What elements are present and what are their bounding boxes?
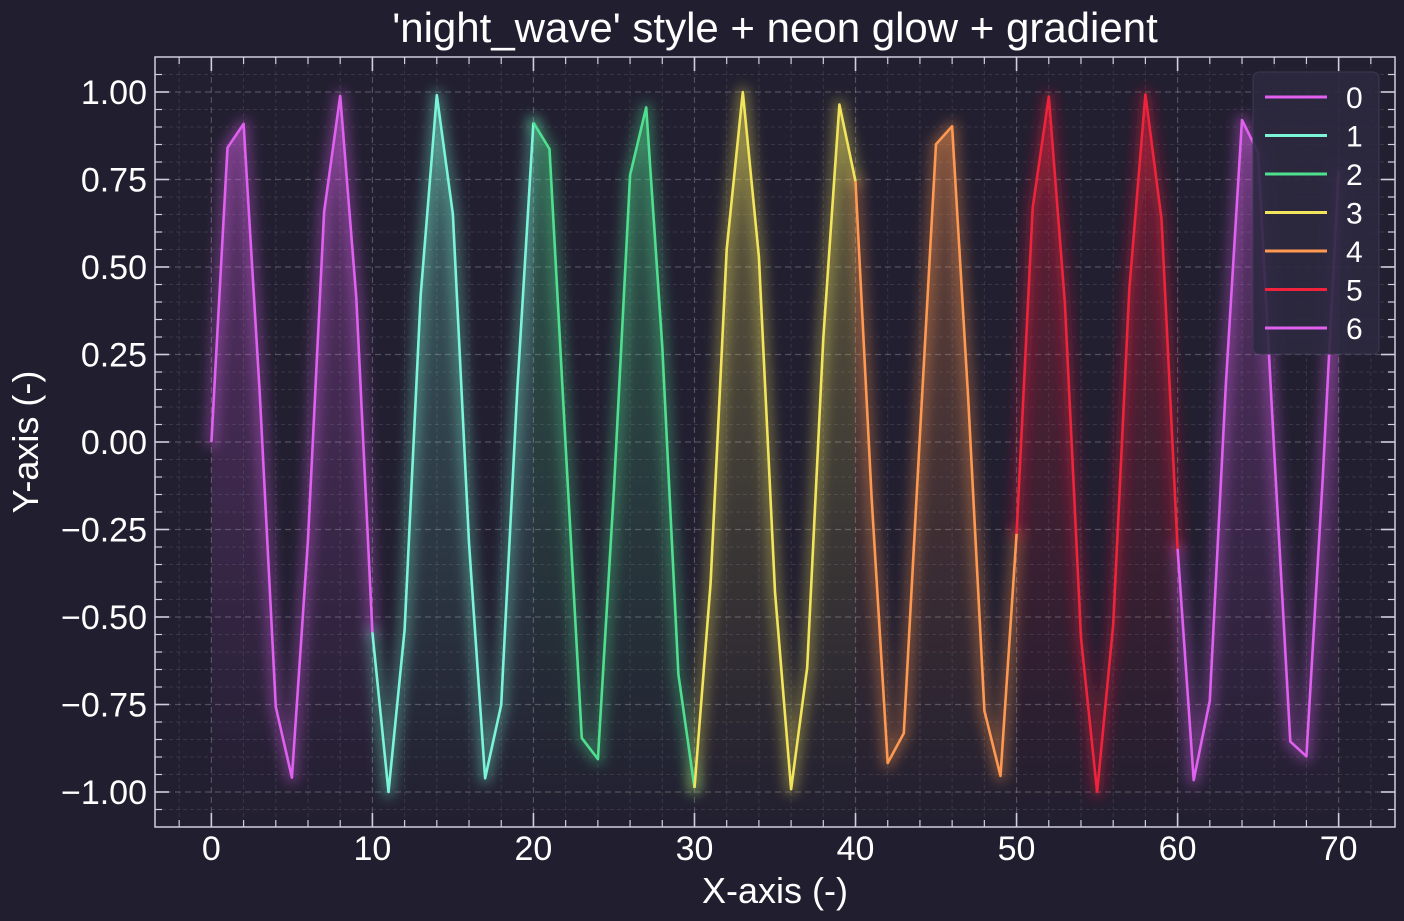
series-line-5 xyxy=(1015,93,1179,794)
y-tick-label: 1.00 xyxy=(81,74,147,112)
legend-label-3: 3 xyxy=(1346,198,1363,231)
series-line-0 xyxy=(210,94,374,779)
legend-label-4: 4 xyxy=(1346,236,1363,269)
legend: 0 1 2 3 4 5 6 xyxy=(1252,71,1380,355)
legend-label-6: 6 xyxy=(1346,313,1363,346)
series-line-1 xyxy=(371,93,535,794)
y-tick-label: 0.25 xyxy=(81,337,147,375)
x-tick-label: 0 xyxy=(202,830,221,868)
legend-label-1: 1 xyxy=(1346,121,1363,154)
x-tick-label: 10 xyxy=(353,830,391,868)
legend-label-2: 2 xyxy=(1346,159,1363,192)
x-tick-label: 40 xyxy=(837,830,875,868)
y-tick-label: −0.50 xyxy=(61,599,147,637)
y-tick-label: 0.00 xyxy=(81,424,147,462)
x-tick-label: 70 xyxy=(1320,830,1358,868)
series-line-3 xyxy=(693,90,857,791)
y-tick-label: −0.75 xyxy=(61,687,147,725)
series-fill-3 xyxy=(694,92,856,827)
legend-label-5: 5 xyxy=(1346,275,1363,308)
y-tick-label: −1.00 xyxy=(61,774,147,812)
x-tick-label: 50 xyxy=(998,830,1036,868)
series-lines xyxy=(210,90,1340,794)
y-tick-label: −0.25 xyxy=(61,512,147,550)
series-fill-5 xyxy=(1016,94,1178,827)
y-axis-label: Y-axis (-) xyxy=(5,371,46,514)
x-tick-label: 60 xyxy=(1159,830,1197,868)
x-axis-label: X-axis (-) xyxy=(702,870,848,911)
axis-ticks: 0 10 20 30 40 50 60 701.000.750.500.250.00−0.25… xyxy=(61,57,1395,868)
chart-title: 'night_wave' style + neon glow + gradien… xyxy=(392,4,1158,51)
series-line-4 xyxy=(854,125,1018,778)
series-fill-1 xyxy=(372,95,534,827)
legend-label-0: 0 xyxy=(1346,82,1363,115)
y-tick-label: 0.75 xyxy=(81,162,147,200)
y-tick-label: 0.50 xyxy=(81,249,147,287)
x-tick-label: 20 xyxy=(515,830,553,868)
x-tick-label: 30 xyxy=(676,830,714,868)
series-line-2 xyxy=(532,106,696,788)
